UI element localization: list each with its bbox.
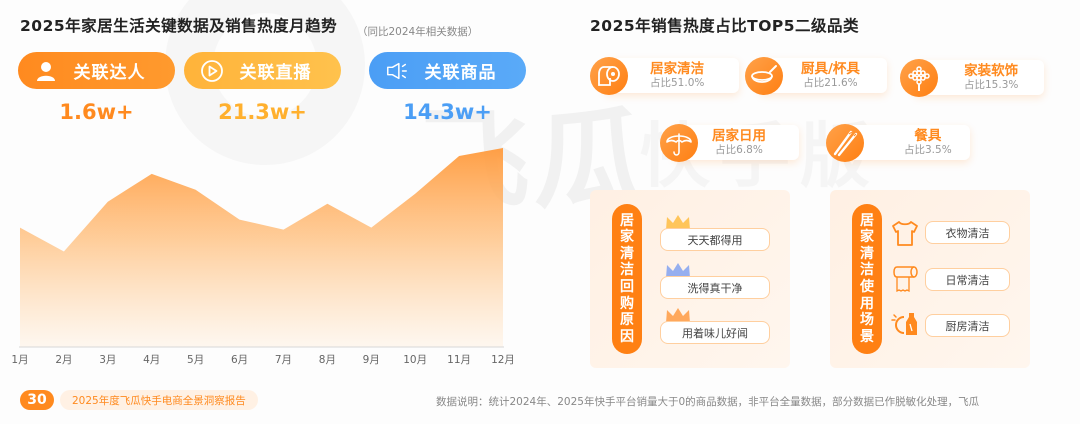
area-series (20, 148, 503, 347)
x-tick-label: 9月 (362, 354, 380, 366)
paper-roll-icon (893, 266, 918, 293)
category-home-cleaning: 居家清洁 占比51.0% (590, 56, 739, 95)
page-number-badge: 30 (20, 390, 54, 410)
dish-cleaner-icon (891, 313, 917, 335)
related-livestreams-pill: 关联直播 (184, 52, 341, 89)
category-percent: 占比3.5% (904, 143, 952, 156)
chopsticks-icon (826, 123, 864, 162)
play-circle-icon (200, 59, 224, 83)
tag-char: 家 (620, 229, 634, 246)
tag-char: 居 (860, 212, 874, 229)
x-tick-label: 5月 (187, 354, 205, 366)
related-products-pill: 关联商品 (369, 52, 526, 89)
x-tick-label: 7月 (274, 354, 293, 366)
tag-char: 场 (860, 312, 874, 329)
left-section-subtitle: （同比2024年相关数据） (357, 26, 479, 38)
left-section-title: 2025年家居生活关键数据及销售热度月趋势 (20, 17, 338, 35)
tag-char: 原 (620, 312, 634, 329)
scene-item: 衣物清洁 (925, 221, 1010, 244)
x-tick-label: 8月 (318, 354, 336, 366)
category-percent: 占比6.8% (715, 143, 763, 156)
tag-char: 因 (620, 328, 634, 345)
pill-label: 关联直播 (239, 63, 312, 83)
category-percent: 占比21.6% (803, 76, 858, 89)
tag-char: 使 (860, 279, 874, 295)
x-tick-label: 12月 (491, 354, 515, 366)
products-value: 14.3w+ (403, 100, 492, 124)
x-tick-label: 2月 (55, 354, 73, 366)
tag-char: 购 (620, 295, 634, 312)
category-name: 居家日用 (712, 127, 766, 144)
category-tableware: 餐具 占比3.5% (826, 123, 970, 162)
x-tick-label: 11月 (447, 354, 472, 366)
x-axis-labels: 1月 2月 3月 4月 5月 6月 7月 8月 9月 10月 11月 12月 (0, 352, 540, 368)
reason-item: 用着味儿好闻 (660, 321, 770, 344)
tag-char: 居 (620, 212, 634, 229)
x-tick-label: 6月 (230, 354, 249, 366)
megaphone-icon (385, 59, 409, 83)
toilet-paper-icon (590, 56, 628, 95)
pill-label: 关联达人 (73, 63, 146, 83)
right-section-title: 2025年销售热度占比TOP5二级品类 (590, 17, 860, 35)
tag-char: 家 (860, 229, 874, 246)
report-name-tag: 2025年度飞瓜快手电商全景洞察报告 (60, 390, 258, 410)
chinese-knot-icon (900, 58, 938, 97)
scene-item: 厨房清洁 (925, 314, 1010, 337)
tshirt-icon (892, 221, 918, 246)
category-percent: 占比15.3% (964, 78, 1019, 91)
repurchase-reasons-panel: 居家清洁回购原因 天天都得用 洗得真干净 用着味儿好闻 (590, 190, 790, 368)
tag-char: 清 (860, 245, 874, 262)
category-home-decor: 家装软饰 占比15.3% (900, 58, 1044, 97)
category-name: 家装软饰 (964, 62, 1019, 79)
reason-item: 天天都得用 (660, 228, 770, 251)
livestreams-value: 21.3w+ (218, 100, 307, 124)
tag-char: 洁 (860, 262, 874, 279)
data-note: 数据说明：统计2024年、2025年快手平台销量大于0的商品数据，非平台全量数据… (436, 396, 980, 408)
category-daily-use: 居家日用 占比6.8% (660, 123, 799, 162)
umbrella-icon (660, 123, 698, 162)
crown-icon (666, 308, 690, 323)
tag-char: 用 (860, 295, 874, 312)
x-tick-label: 1月 (11, 354, 29, 366)
scene-item: 日常清洁 (925, 268, 1010, 291)
usage-scenes-panel: 居家清洁使用场景 衣物清洁 日常清洁 厨房清洁 (830, 190, 1030, 368)
category-kitchenware: 厨具/杯具 占比21.6% (745, 56, 887, 95)
repurchase-reasons-tag: 居家清洁回购原因 (612, 204, 642, 354)
category-name: 餐具 (914, 127, 942, 144)
sales-heat-area-chart (19, 148, 504, 348)
tag-char: 景 (860, 328, 874, 345)
related-influencers-pill: 关联达人 (18, 52, 175, 89)
reason-item: 洗得真干净 (660, 276, 770, 299)
category-name: 厨具/杯具 (801, 60, 860, 77)
influencers-value: 1.6w+ (59, 100, 134, 124)
tag-char: 回 (620, 279, 634, 295)
x-tick-label: 10月 (403, 354, 428, 366)
tag-char: 洁 (620, 262, 634, 279)
x-tick-label: 3月 (99, 354, 117, 366)
x-tick-label: 4月 (143, 354, 161, 366)
crown-icon (666, 263, 690, 278)
usage-scenes-tag: 居家清洁使用场景 (852, 204, 882, 354)
tag-char: 清 (620, 245, 634, 262)
pill-label: 关联商品 (424, 63, 497, 83)
category-name: 居家清洁 (650, 60, 705, 77)
crown-icon (666, 215, 690, 230)
person-icon (34, 59, 58, 83)
category-percent: 占比51.0% (650, 76, 705, 89)
pan-icon (745, 56, 783, 95)
